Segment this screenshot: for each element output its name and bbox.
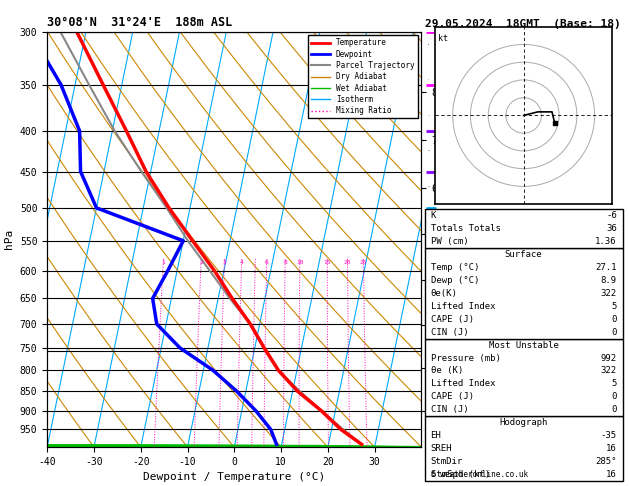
FancyBboxPatch shape	[425, 417, 623, 481]
Text: 25: 25	[360, 260, 367, 265]
Text: 15: 15	[323, 260, 331, 265]
Text: EH: EH	[430, 431, 442, 440]
Text: Hodograph: Hodograph	[499, 418, 548, 427]
Text: 16: 16	[606, 444, 617, 453]
Text: Temp (°C): Temp (°C)	[430, 263, 479, 272]
Text: θe (K): θe (K)	[430, 366, 463, 376]
Text: StmDir: StmDir	[430, 457, 463, 466]
Text: SREH: SREH	[430, 444, 452, 453]
Text: © weatheronline.co.uk: © weatheronline.co.uk	[431, 469, 528, 479]
Text: 29.05.2024  18GMT  (Base: 18): 29.05.2024 18GMT (Base: 18)	[425, 19, 620, 29]
Text: StmSpd (kt): StmSpd (kt)	[430, 470, 489, 479]
Text: 6: 6	[265, 260, 269, 265]
Text: 5: 5	[611, 302, 617, 311]
Text: K: K	[430, 211, 436, 220]
Text: -6: -6	[606, 211, 617, 220]
Text: CIN (J): CIN (J)	[430, 328, 468, 337]
Y-axis label: hPa: hPa	[4, 229, 14, 249]
Text: 5: 5	[611, 380, 617, 388]
X-axis label: Dewpoint / Temperature (°C): Dewpoint / Temperature (°C)	[143, 472, 325, 483]
Text: 27.1: 27.1	[595, 263, 617, 272]
Text: 36: 36	[606, 224, 617, 233]
Text: Most Unstable: Most Unstable	[489, 341, 559, 349]
Text: 992: 992	[601, 353, 617, 363]
FancyBboxPatch shape	[425, 248, 623, 339]
Text: 1: 1	[161, 260, 165, 265]
Text: 3: 3	[223, 260, 226, 265]
Text: LCL: LCL	[425, 347, 442, 356]
Text: θe(K): θe(K)	[430, 289, 457, 298]
Text: Lifted Index: Lifted Index	[430, 380, 495, 388]
Text: 0: 0	[611, 405, 617, 415]
Text: 322: 322	[601, 289, 617, 298]
Text: 285°: 285°	[595, 457, 617, 466]
Text: 8.9: 8.9	[601, 276, 617, 285]
Text: 4: 4	[240, 260, 243, 265]
Text: kt: kt	[438, 34, 448, 43]
Text: 16: 16	[606, 470, 617, 479]
FancyBboxPatch shape	[425, 339, 623, 417]
Legend: Temperature, Dewpoint, Parcel Trajectory, Dry Adiabat, Wet Adiabat, Isotherm, Mi: Temperature, Dewpoint, Parcel Trajectory…	[308, 35, 418, 118]
Text: 2: 2	[199, 260, 203, 265]
Text: 20: 20	[344, 260, 351, 265]
Text: 1.36: 1.36	[595, 237, 617, 246]
Y-axis label: km
ASL: km ASL	[454, 228, 471, 250]
FancyBboxPatch shape	[425, 209, 623, 248]
Text: Lifted Index: Lifted Index	[430, 302, 495, 311]
Text: Dewp (°C): Dewp (°C)	[430, 276, 479, 285]
Text: 322: 322	[601, 366, 617, 376]
Text: CIN (J): CIN (J)	[430, 405, 468, 415]
Text: 10: 10	[296, 260, 304, 265]
Text: 8: 8	[283, 260, 287, 265]
Text: Surface: Surface	[505, 250, 542, 259]
Text: 0: 0	[611, 328, 617, 337]
Text: Pressure (mb): Pressure (mb)	[430, 353, 501, 363]
Text: Totals Totals: Totals Totals	[430, 224, 501, 233]
Text: 30°08'N  31°24'E  188m ASL: 30°08'N 31°24'E 188m ASL	[47, 16, 233, 29]
Text: -35: -35	[601, 431, 617, 440]
Text: PW (cm): PW (cm)	[430, 237, 468, 246]
Text: 0: 0	[611, 314, 617, 324]
Text: 0: 0	[611, 392, 617, 401]
Text: CAPE (J): CAPE (J)	[430, 314, 474, 324]
Text: CAPE (J): CAPE (J)	[430, 392, 474, 401]
